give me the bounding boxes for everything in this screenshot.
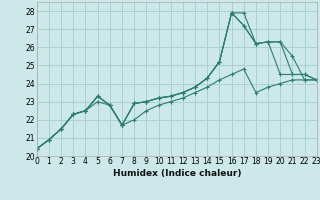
X-axis label: Humidex (Indice chaleur): Humidex (Indice chaleur) (113, 169, 241, 178)
